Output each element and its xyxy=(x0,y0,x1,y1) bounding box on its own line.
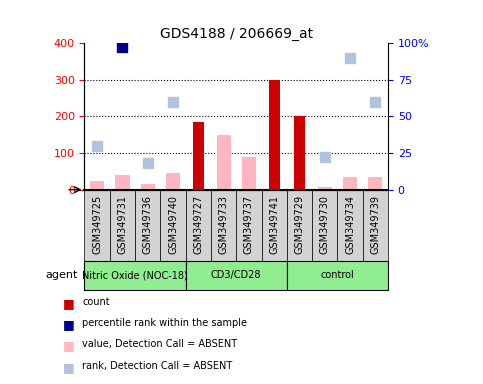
Bar xyxy=(90,180,104,190)
Text: control: control xyxy=(321,270,355,280)
Bar xyxy=(343,177,357,190)
Text: agent: agent xyxy=(46,270,78,280)
Bar xyxy=(294,116,305,190)
Text: ■: ■ xyxy=(63,361,74,374)
Bar xyxy=(115,175,129,190)
Bar xyxy=(242,157,256,190)
Bar xyxy=(193,122,204,190)
Text: Nitric Oxide (NOC-18): Nitric Oxide (NOC-18) xyxy=(82,270,188,280)
Text: CD3/CD28: CD3/CD28 xyxy=(211,270,261,280)
Title: GDS4188 / 206669_at: GDS4188 / 206669_at xyxy=(160,26,313,41)
Text: percentile rank within the sample: percentile rank within the sample xyxy=(82,318,247,328)
Bar xyxy=(216,136,231,190)
Text: rank, Detection Call = ABSENT: rank, Detection Call = ABSENT xyxy=(82,361,232,371)
Bar xyxy=(318,187,332,190)
Bar xyxy=(166,173,180,190)
Bar xyxy=(141,184,155,190)
Text: ■: ■ xyxy=(63,339,74,353)
Bar xyxy=(269,79,280,190)
Text: value, Detection Call = ABSENT: value, Detection Call = ABSENT xyxy=(82,339,237,349)
Text: count: count xyxy=(82,297,110,307)
Text: ■: ■ xyxy=(63,297,74,310)
Text: ■: ■ xyxy=(63,318,74,331)
Bar xyxy=(368,177,383,190)
